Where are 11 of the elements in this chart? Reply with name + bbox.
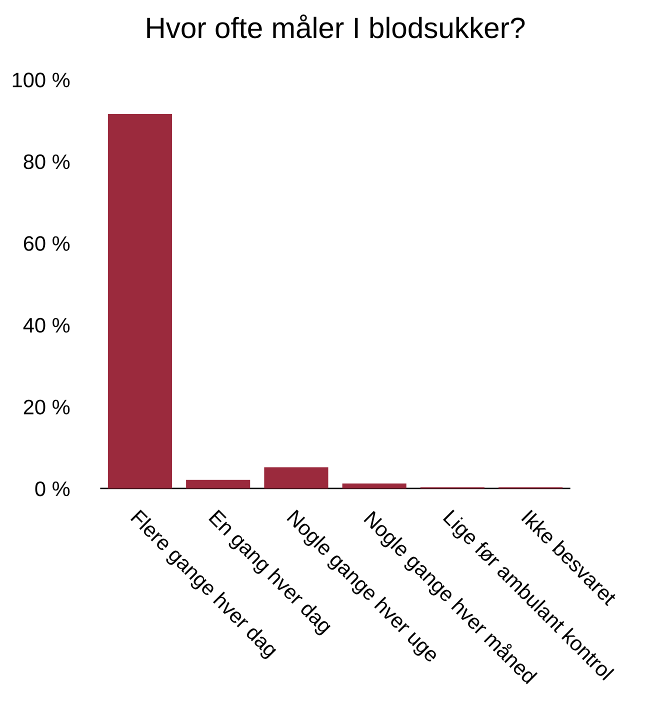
y-tick-label: 100 % [12, 72, 70, 88]
y-tick-label: 80 % [24, 154, 70, 170]
bar [108, 114, 172, 488]
chart-title: Hvor ofte måler I blodsukker? [147, 14, 525, 38]
y-tick-label: 40 % [23, 318, 70, 333]
bar [342, 484, 406, 488]
y-tick-label: 0 % [35, 481, 70, 496]
bar [186, 480, 250, 488]
bar [264, 467, 328, 488]
y-tick-label: 60 % [24, 236, 70, 251]
y-tick-label: 20 % [24, 400, 70, 414]
